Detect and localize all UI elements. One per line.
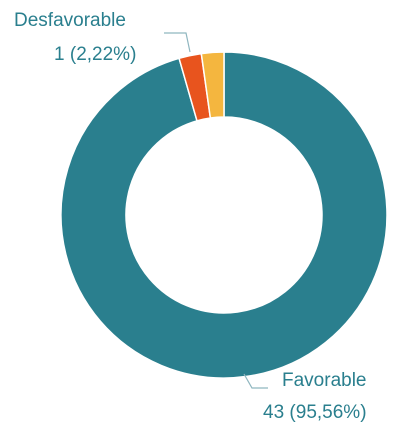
slice-favorable-count: 43 bbox=[263, 402, 284, 423]
donut-slice-unlabelled-2 bbox=[200, 51, 225, 119]
slice-label-favorable-name: Favorable bbox=[282, 370, 367, 391]
donut-slices bbox=[60, 51, 388, 379]
slice-label-desfavorable-name: Desfavorable bbox=[14, 10, 126, 31]
slice-desfavorable-count: 1 bbox=[54, 44, 65, 65]
slice-label-desfavorable-value: 1 (2,22%) bbox=[54, 44, 136, 65]
leader-line-favorable bbox=[243, 373, 268, 389]
slice-favorable-percent: 95,56% bbox=[296, 402, 361, 423]
donut-slice-favorable bbox=[60, 51, 388, 379]
slice-desfavorable-percent: 2,22% bbox=[76, 44, 130, 65]
slice-label-favorable-value: 43 (95,56%) bbox=[263, 402, 367, 423]
leader-line-desfavorable bbox=[164, 32, 191, 53]
